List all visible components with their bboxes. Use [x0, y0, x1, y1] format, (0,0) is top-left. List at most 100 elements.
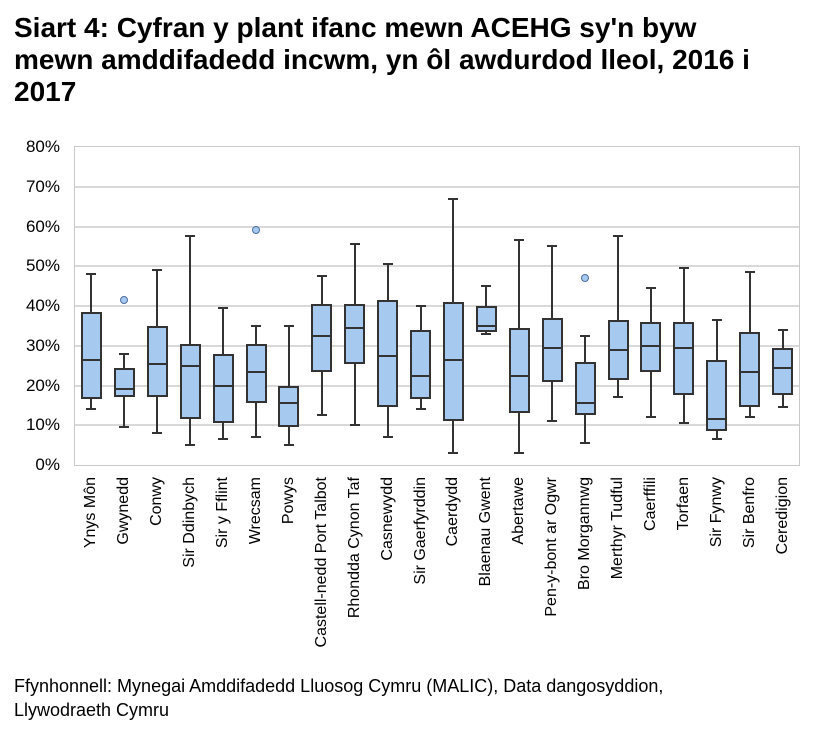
whisker-lower: [90, 399, 93, 410]
x-axis-label: Sir Ddinbych: [181, 477, 199, 568]
whisker-lower: [748, 407, 751, 418]
whisker-upper: [452, 198, 455, 303]
whisker-cap-bottom: [185, 444, 196, 447]
whisker-upper: [617, 236, 619, 320]
y-axis-tick-label: 20%: [25, 375, 60, 395]
whisker-cap-top: [645, 287, 656, 290]
box: [377, 300, 399, 408]
whisker-cap-top: [613, 235, 623, 238]
whisker-upper: [748, 272, 751, 332]
x-axis-label: Conwy: [148, 477, 166, 526]
whisker-cap-bottom: [514, 452, 525, 455]
whisker-lower: [452, 421, 455, 454]
whisker-cap-bottom: [152, 432, 163, 435]
gridline: [75, 344, 799, 347]
whisker-cap-top: [152, 269, 163, 272]
median-line: [80, 358, 102, 361]
plot-area: [74, 146, 800, 466]
whisker-cap-bottom: [119, 426, 130, 429]
whisker-cap-top: [481, 285, 492, 288]
y-axis: 80% 70% 60% 50% 40% 30% 20% 10% 0%: [0, 137, 60, 477]
box: [311, 304, 333, 372]
median-line: [475, 324, 497, 327]
whisker-cap-bottom: [283, 444, 294, 447]
whisker-cap-top: [316, 275, 327, 278]
whisker-cap-top: [678, 267, 689, 270]
median-line: [179, 364, 201, 367]
whisker-lower: [156, 397, 159, 434]
whisker-cap-bottom: [415, 408, 426, 411]
whisker-lower: [386, 407, 389, 438]
whisker-lower: [222, 423, 225, 440]
whisker-upper: [781, 329, 784, 348]
whisker-cap-bottom: [613, 396, 623, 399]
whisker-upper: [320, 276, 323, 304]
whisker-lower: [518, 413, 521, 454]
whisker-cap-top: [283, 324, 294, 327]
outlier-point: [581, 274, 590, 283]
whisker-upper: [189, 236, 192, 344]
y-axis-tick-label: 50%: [25, 256, 60, 276]
whisker-cap-top: [777, 328, 788, 331]
median-line: [739, 370, 761, 373]
whisker-cap-bottom: [448, 452, 459, 455]
source-note: Ffynhonnell: Mynegai Amddifadedd Lluosog…: [14, 676, 664, 720]
gridline: [75, 305, 799, 307]
x-axis-label: Casnewydd: [378, 477, 396, 561]
whisker-cap-bottom: [251, 436, 261, 439]
box: [146, 325, 168, 398]
whisker-cap-bottom: [382, 436, 393, 439]
whisker-cap-bottom: [547, 420, 558, 423]
median-line: [344, 326, 366, 329]
whisker-cap-top: [349, 243, 360, 246]
median-line: [772, 366, 794, 369]
whisker-cap-top: [580, 334, 591, 337]
whisker-lower: [649, 371, 652, 418]
box: [508, 327, 530, 414]
box: [212, 353, 234, 424]
whisker-cap-bottom: [349, 424, 360, 427]
median-line: [607, 348, 629, 351]
box: [574, 361, 596, 416]
x-axis-label: Castell-nedd Port Talbot: [312, 477, 330, 648]
whisker-lower: [781, 395, 784, 408]
median-line: [706, 418, 728, 421]
whisker-upper: [287, 325, 290, 386]
whisker-cap-top: [119, 352, 130, 355]
whisker-upper: [715, 319, 718, 360]
box: [410, 329, 432, 400]
whisker-cap-top: [514, 239, 525, 242]
whisker-cap-bottom: [316, 414, 327, 417]
whisker-lower: [584, 415, 587, 444]
box: [541, 317, 563, 382]
whisker-cap-top: [547, 245, 558, 248]
whisker-cap-top: [218, 306, 229, 309]
x-axis-label: Caerffili: [641, 477, 659, 531]
box: [113, 367, 135, 398]
whisker-upper: [156, 270, 159, 326]
y-axis-tick-label: 30%: [25, 335, 60, 355]
median-line: [541, 346, 563, 349]
x-axis-label: Ceredigion: [773, 477, 791, 555]
whisker-cap-top: [251, 324, 261, 327]
whisker-cap-top: [185, 235, 196, 238]
whisker-cap-bottom: [86, 408, 97, 411]
box: [772, 347, 794, 396]
gridline: [75, 185, 799, 188]
whisker-cap-bottom: [218, 438, 229, 441]
whisker-lower: [682, 395, 685, 424]
whisker-upper: [485, 286, 488, 306]
whisker-cap-bottom: [744, 416, 755, 419]
whisker-cap-top: [382, 263, 393, 266]
y-axis-tick-label: 40%: [25, 296, 60, 315]
gridline: [75, 265, 799, 268]
gridline: [75, 384, 799, 387]
whisker-upper: [419, 306, 422, 330]
outlier-point: [120, 296, 129, 305]
whisker-lower: [617, 379, 619, 398]
whisker-upper: [222, 307, 225, 354]
box: [706, 359, 728, 432]
x-axis-label: Merthyr Tudful: [609, 477, 626, 580]
outlier-point: [252, 226, 260, 235]
whisker-cap-top: [86, 273, 97, 276]
